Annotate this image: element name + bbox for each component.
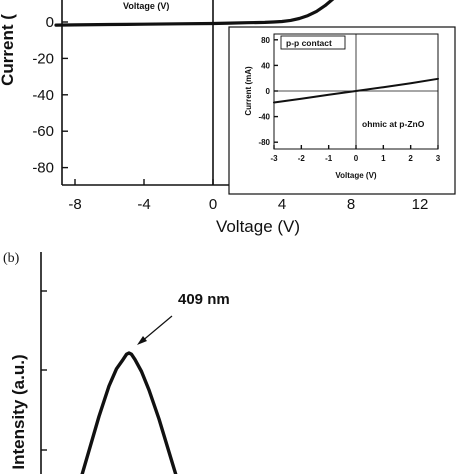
inset-x-tick-label: -1 bbox=[325, 154, 333, 163]
inset-y-ticks: 80 40 0 -40 -80 bbox=[258, 36, 278, 147]
panel-a-x-tick-label: -4 bbox=[137, 196, 150, 213]
panel-a: Voltage (V) 0-20-40-60-80 -8 -4 0 4 8 12 Volt… bbox=[0, 0, 456, 236]
inset-iv-curve bbox=[273, 77, 439, 104]
inset-x-tick-label: 2 bbox=[408, 154, 413, 163]
inset-y-tick-label: 40 bbox=[261, 61, 270, 70]
arrow-head bbox=[137, 336, 147, 345]
inset-y-tick-label: -80 bbox=[258, 138, 270, 147]
panel-b-label: (b) bbox=[3, 251, 20, 266]
inset-y-tick-label: -40 bbox=[258, 113, 270, 122]
inset-x-tick-label: 3 bbox=[436, 154, 441, 163]
panel-b-y-ticks bbox=[41, 290, 47, 451]
panel-a-x-tick-label: 8 bbox=[347, 196, 355, 213]
panel-a-y-label: Current ( bbox=[0, 14, 17, 86]
panel-b-peak-label: 409 nm bbox=[178, 291, 230, 308]
panel-a-y-tick-label: -40 bbox=[32, 87, 54, 104]
inset-y-tick-label: 80 bbox=[261, 36, 270, 45]
panel-a-x-tick-label: 0 bbox=[209, 196, 217, 213]
inset-legend-text: p-p contact bbox=[286, 38, 332, 48]
panel-a-y-ticks: 0 -20 -40 -60 -80 bbox=[32, 14, 68, 177]
inset-x-ticks: -3 -2 -1 0 1 2 3 bbox=[270, 145, 441, 163]
inset-frame bbox=[228, 26, 456, 195]
arrow-shaft bbox=[140, 315, 173, 343]
panel-a-x-ticks: -8 -4 0 4 8 12 bbox=[68, 179, 428, 213]
panel-a-clipped-text: Voltage (V) bbox=[123, 1, 169, 11]
inset-x-tick-label: 0 bbox=[354, 154, 359, 163]
panel-a-x-label: Voltage (V) bbox=[216, 217, 300, 236]
panel-b-peak-arrow bbox=[137, 315, 173, 345]
panel-a-inset: 80 40 0 -40 -80 -3 -2 -1 0 1 2 3 p-p contact ohmic… bbox=[228, 26, 456, 195]
panel-a-y-tick-label: 0 bbox=[46, 14, 54, 31]
inset-y-label: Current (mA) bbox=[244, 66, 253, 116]
panel-a-x-tick-label: 4 bbox=[278, 196, 286, 213]
panel-a-y-tick-label: -80 bbox=[32, 160, 54, 177]
inset-legend-box bbox=[280, 35, 346, 50]
panel-b-y-label: Intensity (a.u.) bbox=[9, 354, 28, 469]
inset-x-tick-label: 1 bbox=[381, 154, 386, 163]
panel-a-iv-curve bbox=[54, 0, 335, 27]
panel-a-y-tick-label: -20 bbox=[32, 50, 54, 67]
inset-x-label: Voltage (V) bbox=[335, 171, 377, 180]
panel-a-x-tick-label: 12 bbox=[412, 196, 429, 213]
panel-a-x-tick-label: -8 bbox=[68, 196, 81, 213]
inset-x-tick-label: -2 bbox=[298, 154, 306, 163]
inset-x-tick-label: -3 bbox=[270, 154, 278, 163]
panel-b-pl-curve bbox=[80, 351, 178, 474]
inset-y-tick-label: 0 bbox=[266, 87, 271, 96]
inset-annotation: ohmic at p-ZnO bbox=[362, 119, 425, 129]
panel-b: (b) Intensity (a.u.) 409 nm bbox=[3, 251, 230, 474]
panel-a-y-tick-label: -60 bbox=[32, 123, 54, 140]
